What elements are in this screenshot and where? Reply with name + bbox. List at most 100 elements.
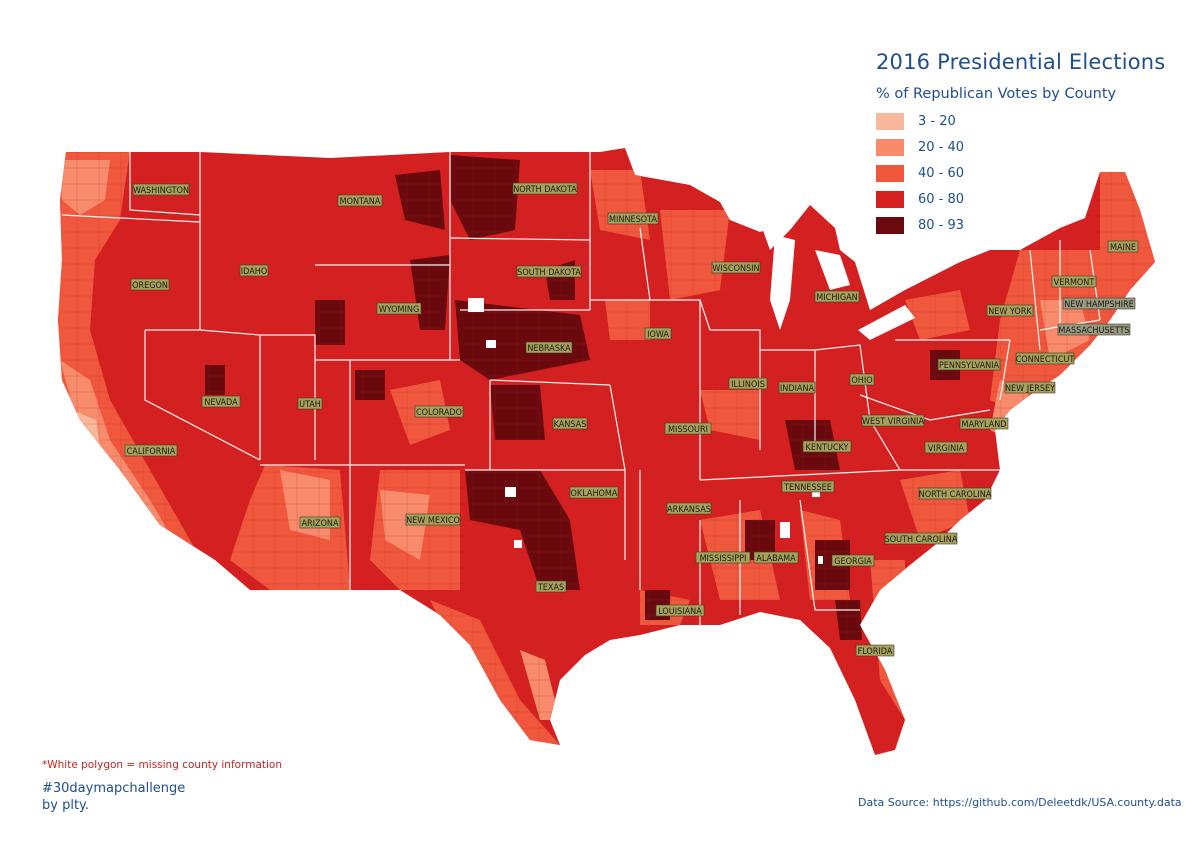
svg-text:FLORIDA: FLORIDA <box>858 647 893 657</box>
legend-label: 3 - 20 <box>918 113 956 129</box>
svg-text:SOUTH CAROLINA: SOUTH CAROLINA <box>885 535 958 545</box>
legend-item: 40 - 60 <box>876 160 964 186</box>
svg-text:ALABAMA: ALABAMA <box>756 554 796 564</box>
svg-text:ARKANSAS: ARKANSAS <box>667 505 711 515</box>
legend-label: 20 - 40 <box>918 139 965 155</box>
state-label-georgia: GEORGIA <box>831 554 875 567</box>
svg-text:SOUTH DAKOTA: SOUTH DAKOTA <box>517 268 581 278</box>
svg-text:TEXAS: TEXAS <box>537 583 564 593</box>
legend-swatch <box>876 164 904 182</box>
svg-text:IDAHO: IDAHO <box>241 267 267 277</box>
legend: 3 - 20 20 - 40 40 - 60 60 - 80 80 - 93 <box>876 108 964 238</box>
state-label-idaho: IDAHO <box>239 264 269 277</box>
svg-text:MASSACHUSETTS: MASSACHUSETTS <box>1058 326 1129 336</box>
legend-label: 60 - 80 <box>918 191 965 207</box>
byline: by plty. <box>42 798 90 813</box>
svg-text:WASHINGTON: WASHINGTON <box>133 186 189 196</box>
state-label-louisiana: LOUISIANA <box>655 604 705 617</box>
state-label-kentucky: KENTUCKY <box>802 440 852 453</box>
state-label-mississippi: MISSISSIPPI <box>695 551 751 564</box>
svg-text:WISCONSIN: WISCONSIN <box>712 264 759 274</box>
svg-text:VIRGINIA: VIRGINIA <box>928 444 965 454</box>
state-label-minnesota: MINNESOTA <box>607 212 659 225</box>
legend-swatch <box>876 112 904 130</box>
legend-swatch <box>876 190 904 208</box>
county-fill-layer <box>58 148 1155 755</box>
svg-text:UTAH: UTAH <box>299 400 321 410</box>
state-label-colorado: COLORADO <box>414 405 464 418</box>
state-label-south-carolina: SOUTH CAROLINA <box>885 532 958 545</box>
legend-label: 80 - 93 <box>918 217 965 233</box>
svg-text:OKLAHOMA: OKLAHOMA <box>571 489 618 499</box>
svg-text:MISSOURI: MISSOURI <box>668 425 708 435</box>
svg-text:OHIO: OHIO <box>851 376 872 386</box>
state-label-utah: UTAH <box>297 397 323 410</box>
map-title: 2016 Presidential Elections <box>876 50 1166 74</box>
state-label-wyoming: WYOMING <box>376 302 422 315</box>
state-label-massachusetts: MASSACHUSETTS <box>1057 323 1131 336</box>
state-label-kansas: KANSAS <box>552 417 588 430</box>
data-source: Data Source: https://github.com/Deleetdk… <box>858 796 1182 809</box>
svg-text:NEW JERSEY: NEW JERSEY <box>1005 384 1055 394</box>
state-label-missouri: MISSOURI <box>664 422 712 435</box>
state-label-new-mexico: NEW MEXICO <box>405 513 461 526</box>
svg-text:WYOMING: WYOMING <box>379 305 420 315</box>
svg-text:NEW HAMPSHIRE: NEW HAMPSHIRE <box>1064 300 1134 310</box>
legend-swatch <box>876 138 904 156</box>
svg-text:NEBRASKA: NEBRASKA <box>527 344 571 354</box>
svg-text:NORTH CAROLINA: NORTH CAROLINA <box>919 490 992 500</box>
svg-text:INDIANA: INDIANA <box>780 384 815 394</box>
legend-item: 60 - 80 <box>876 186 964 212</box>
state-label-alabama: ALABAMA <box>753 551 799 564</box>
state-label-florida: FLORIDA <box>855 644 895 657</box>
state-label-vermont: VERMONT <box>1051 275 1097 288</box>
state-label-maryland: MARYLAND <box>959 417 1009 430</box>
state-borders <box>61 152 1101 625</box>
svg-text:CALIFORNIA: CALIFORNIA <box>127 447 176 457</box>
state-label-indiana: INDIANA <box>778 381 816 394</box>
state-label-south-dakota: SOUTH DAKOTA <box>516 265 582 278</box>
state-label-nevada: NEVADA <box>201 395 241 408</box>
svg-text:KANSAS: KANSAS <box>554 420 587 430</box>
svg-text:PENNSYLVANIA: PENNSYLVANIA <box>939 361 1000 371</box>
state-label-north-dakota: NORTH DAKOTA <box>512 182 578 195</box>
state-labels: WASHINGTON MONTANA NORTH DAKOTA MINNESOT… <box>124 182 1139 657</box>
svg-text:IOWA: IOWA <box>647 330 669 340</box>
svg-text:MONTANA: MONTANA <box>340 197 381 207</box>
state-label-north-carolina: NORTH CAROLINA <box>919 487 992 500</box>
state-label-oregon: OREGON <box>130 278 170 291</box>
state-label-maine: MAINE <box>1107 240 1139 253</box>
svg-text:KENTUCKY: KENTUCKY <box>806 443 849 453</box>
state-label-new-jersey: NEW JERSEY <box>1004 381 1056 394</box>
svg-text:MISSISSIPPI: MISSISSIPPI <box>700 554 747 564</box>
svg-text:WEST VIRGINIA: WEST VIRGINIA <box>862 417 924 427</box>
missing-data-note: *White polygon = missing county informat… <box>42 759 282 771</box>
state-label-california: CALIFORNIA <box>124 444 178 457</box>
svg-text:MAINE: MAINE <box>1110 243 1136 253</box>
state-label-iowa: IOWA <box>644 327 672 340</box>
svg-text:GEORGIA: GEORGIA <box>834 557 872 567</box>
state-label-tennessee: TENNESSEE <box>781 480 835 493</box>
state-label-ohio: OHIO <box>849 373 875 386</box>
legend-label: 40 - 60 <box>918 165 965 181</box>
state-label-west-virginia: WEST VIRGINIA <box>861 414 924 427</box>
svg-text:MINNESOTA: MINNESOTA <box>609 215 657 225</box>
state-label-new-york: NEW YORK <box>986 304 1034 317</box>
svg-text:ARIZONA: ARIZONA <box>301 519 339 529</box>
svg-text:LOUISIANA: LOUISIANA <box>658 607 702 617</box>
great-lakes <box>720 202 915 340</box>
state-label-new-hampshire: NEW HAMPSHIRE <box>1062 297 1136 310</box>
state-label-montana: MONTANA <box>337 194 383 207</box>
state-label-illinois: ILLINOIS <box>728 377 768 390</box>
svg-text:ILLINOIS: ILLINOIS <box>731 380 765 390</box>
svg-text:TENNESSEE: TENNESSEE <box>783 483 832 493</box>
legend-item: 3 - 20 <box>876 108 964 134</box>
legend-item: 20 - 40 <box>876 134 964 160</box>
legend-title: % of Republican Votes by County <box>876 86 1117 102</box>
state-label-texas: TEXAS <box>535 580 567 593</box>
svg-text:NEW MEXICO: NEW MEXICO <box>406 516 460 526</box>
svg-text:VERMONT: VERMONT <box>1054 278 1095 288</box>
state-label-arkansas: ARKANSAS <box>666 502 712 515</box>
state-label-washington: WASHINGTON <box>132 183 190 196</box>
